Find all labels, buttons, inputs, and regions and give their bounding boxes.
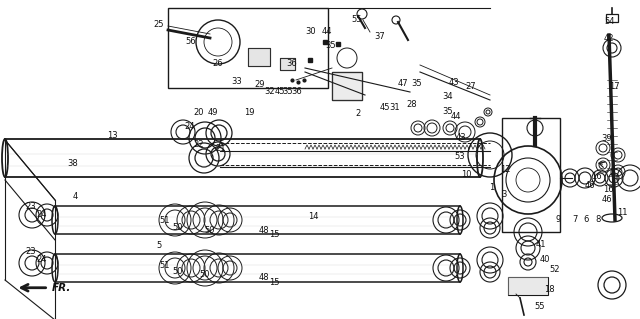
Text: 27: 27 <box>465 82 476 91</box>
Text: 3: 3 <box>502 190 507 199</box>
Text: 51: 51 <box>160 216 170 225</box>
Text: 24: 24 <box>36 255 47 263</box>
Text: 41: 41 <box>536 241 546 249</box>
Text: 35: 35 <box>412 79 422 88</box>
Text: 29: 29 <box>255 80 265 89</box>
Text: 34: 34 <box>443 92 453 101</box>
Text: 9: 9 <box>556 215 561 224</box>
Text: 23: 23 <box>26 202 36 211</box>
Text: 39: 39 <box>602 134 612 143</box>
Bar <box>168 8 328 88</box>
Text: 21: 21 <box>216 144 226 152</box>
Text: 15: 15 <box>269 230 279 239</box>
Text: 28: 28 <box>406 100 417 109</box>
Bar <box>606 14 618 22</box>
Text: 44: 44 <box>451 112 461 121</box>
Text: 40: 40 <box>540 255 550 263</box>
Text: 17: 17 <box>609 82 620 91</box>
Text: 12: 12 <box>500 165 511 174</box>
Text: 49: 49 <box>207 108 218 117</box>
Text: 51: 51 <box>160 261 170 270</box>
Text: 44: 44 <box>321 27 332 36</box>
Bar <box>332 72 362 100</box>
Text: 19: 19 <box>244 108 255 117</box>
Text: 6: 6 <box>584 215 589 224</box>
Text: 46: 46 <box>602 195 612 204</box>
Text: 35: 35 <box>443 107 453 116</box>
Text: 38: 38 <box>67 159 77 168</box>
Text: 46: 46 <box>585 181 595 190</box>
Text: 48: 48 <box>259 273 269 282</box>
Text: 56: 56 <box>186 37 196 46</box>
Text: 42: 42 <box>604 34 614 43</box>
Text: 54: 54 <box>604 17 614 26</box>
Bar <box>248 48 270 66</box>
Text: 36: 36 <box>286 59 296 68</box>
Text: 25: 25 <box>154 20 164 29</box>
Text: 50: 50 <box>204 226 214 235</box>
Text: 4: 4 <box>73 192 78 201</box>
Text: 55: 55 <box>534 302 545 311</box>
Text: 36: 36 <box>291 87 301 96</box>
Text: 1: 1 <box>489 183 494 192</box>
Text: 43: 43 <box>456 133 466 142</box>
Text: 24: 24 <box>184 122 195 130</box>
Bar <box>332 72 362 100</box>
Text: 35: 35 <box>325 41 335 50</box>
Text: 45: 45 <box>380 103 390 112</box>
Bar <box>248 48 270 66</box>
Text: 24: 24 <box>36 210 47 219</box>
Text: 33: 33 <box>232 77 242 86</box>
Text: FR.: FR. <box>52 283 71 293</box>
Text: 50: 50 <box>172 267 182 276</box>
Text: 20: 20 <box>193 108 204 117</box>
Text: 15: 15 <box>269 278 279 287</box>
Text: 45: 45 <box>275 87 285 96</box>
Text: 48: 48 <box>259 226 269 235</box>
Bar <box>502 118 560 232</box>
Text: 35: 35 <box>283 87 293 96</box>
Text: 55: 55 <box>351 15 362 24</box>
Text: 11: 11 <box>617 208 627 217</box>
Bar <box>280 58 295 70</box>
Text: 2: 2 <box>356 109 361 118</box>
Text: 5: 5 <box>156 241 161 250</box>
Bar <box>508 277 548 295</box>
Text: 16: 16 <box>603 185 613 194</box>
Text: 47: 47 <box>398 79 408 88</box>
Bar <box>280 58 295 70</box>
Text: 52: 52 <box>549 265 559 274</box>
Text: 14: 14 <box>308 212 319 221</box>
Text: 7: 7 <box>572 215 577 224</box>
Text: 26: 26 <box>212 59 223 68</box>
Text: 53: 53 <box>454 152 465 161</box>
Text: 10: 10 <box>461 170 471 179</box>
Bar <box>508 277 548 295</box>
Text: 8: 8 <box>596 215 601 224</box>
Text: 22: 22 <box>193 140 204 149</box>
Text: 37: 37 <box>375 32 385 41</box>
Text: 31: 31 <box>389 103 399 112</box>
Text: 32: 32 <box>265 87 275 96</box>
Text: 50: 50 <box>172 223 182 232</box>
Text: 16: 16 <box>591 172 602 181</box>
Text: 43: 43 <box>449 78 460 87</box>
Text: 30: 30 <box>305 27 316 36</box>
Text: 50: 50 <box>200 271 210 279</box>
Text: 18: 18 <box>544 285 554 293</box>
Text: 23: 23 <box>26 247 36 256</box>
Text: 13: 13 <box>107 131 117 140</box>
